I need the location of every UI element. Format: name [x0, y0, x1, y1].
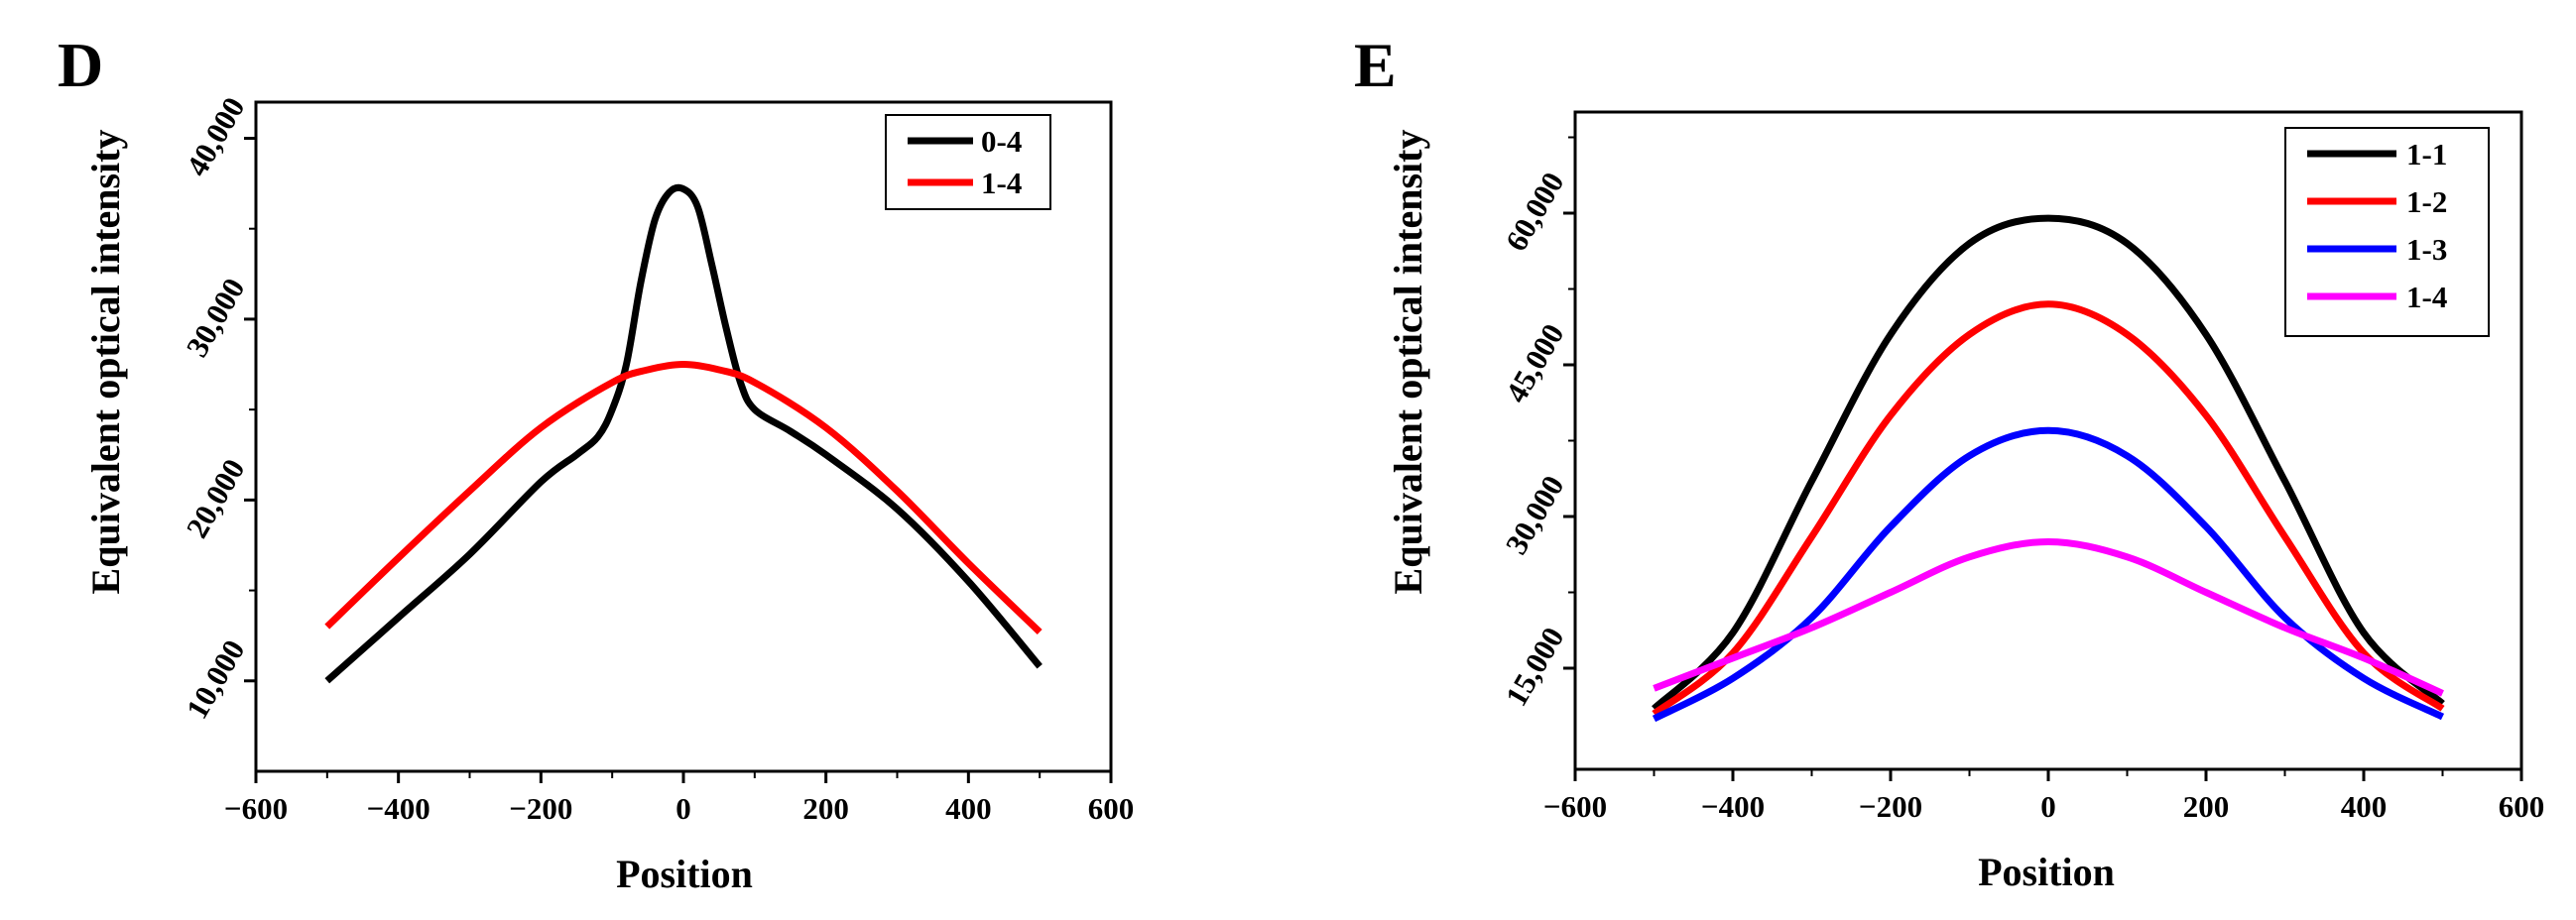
series-line-d-0-4	[324, 183, 1043, 684]
panel-d: D Equivalent optical intensity Position …	[58, 30, 1134, 896]
legend-label-e-2: 1-3	[2406, 232, 2447, 267]
y-tick-label-d-0: 10,000	[180, 633, 252, 724]
y-tick-label-d-3: 40,000	[180, 91, 252, 181]
x-tick-label-d-4: 200	[802, 791, 849, 826]
legend-box-d	[885, 114, 1051, 210]
legend-label-e-0: 1-1	[2406, 137, 2447, 172]
x-tick-label-e-1: −400	[1701, 789, 1765, 824]
x-tick-label-e-4: 200	[2183, 789, 2230, 824]
x-tick-label-d-3: 0	[675, 791, 691, 826]
series-line-e-1-3	[1652, 426, 2445, 723]
y-tick-label-e-1: 30,000	[1499, 470, 1571, 560]
x-axis-title-d: Position	[616, 852, 753, 896]
plot-frame-d	[254, 100, 1113, 773]
x-tick-label-e-0: −600	[1543, 789, 1607, 824]
y-tick-label-e-3: 60,000	[1499, 167, 1571, 257]
x-tick-label-d-0: −600	[224, 791, 288, 826]
x-tick-label-d-2: −200	[509, 791, 572, 826]
plot-frame-e	[1573, 110, 2523, 771]
legend-label-d-1: 1-4	[981, 166, 1022, 200]
x-tick-label-e-3: 0	[2040, 789, 2056, 824]
y-tick-label-d-1: 20,000	[180, 453, 252, 543]
series-line-e-1-4	[1653, 538, 2444, 697]
x-axis-title-e: Position	[1978, 850, 2115, 894]
y-tick-label-d-2: 30,000	[180, 273, 252, 363]
panel-letter-e: E	[1354, 30, 1397, 100]
y-axis-title-e: Equivalent optical intensity	[1386, 130, 1430, 595]
ylabel-group-e: Equivalent optical intensity	[1386, 130, 1430, 595]
x-tick-label-d-1: −400	[367, 791, 430, 826]
x-tick-label-e-2: −200	[1859, 789, 1922, 824]
panel-e: E Equivalent optical intensity Position …	[1354, 30, 2544, 894]
x-tick-label-e-6: 600	[2499, 789, 2545, 824]
series-line-e-1-2	[1652, 300, 2445, 717]
panel-letter-d: D	[58, 30, 103, 100]
x-tick-label-e-5: 400	[2341, 789, 2388, 824]
series-line-d-1-4	[324, 361, 1043, 635]
y-axis-title-d: Equivalent optical intensity	[83, 130, 128, 595]
y-tick-label-e-2: 45,000	[1499, 318, 1571, 408]
series-line-e-1-1	[1652, 214, 2445, 712]
legend-label-d-0: 0-4	[981, 124, 1022, 159]
legend-box-e	[2284, 127, 2490, 337]
legend-label-e-3: 1-4	[2406, 280, 2447, 314]
ylabel-group-d: Equivalent optical intensity	[83, 130, 128, 595]
x-tick-label-d-5: 400	[945, 791, 992, 826]
x-tick-label-d-6: 600	[1088, 791, 1135, 826]
legend-label-e-1: 1-2	[2406, 184, 2447, 219]
y-tick-label-e-0: 15,000	[1499, 622, 1571, 712]
